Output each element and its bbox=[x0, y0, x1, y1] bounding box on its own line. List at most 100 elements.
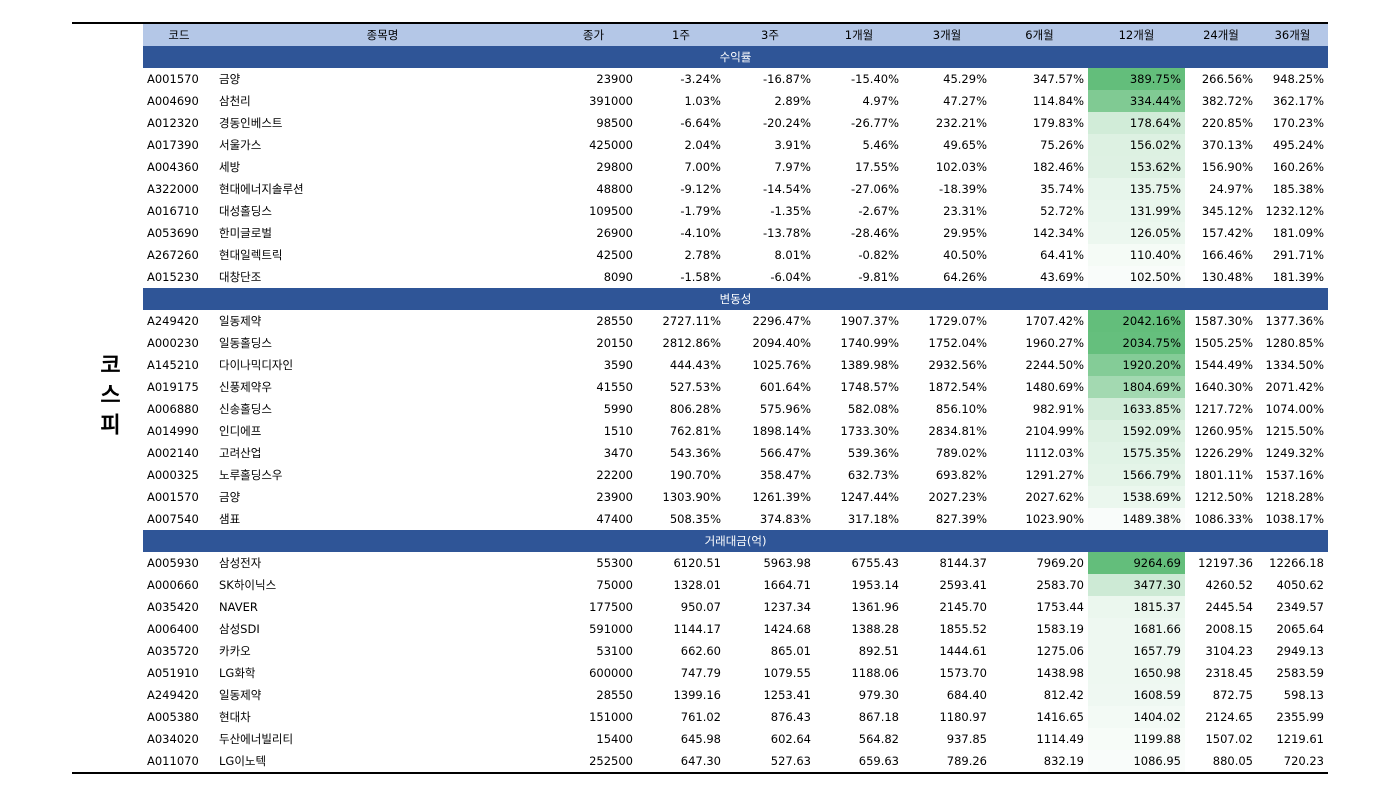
cell: 1218.28% bbox=[1265, 490, 1324, 504]
cell: 35.74% bbox=[1040, 182, 1084, 196]
cell: 2583.59 bbox=[1276, 666, 1324, 680]
cell: 1953.14 bbox=[851, 578, 899, 592]
cell: 2.89% bbox=[774, 94, 811, 108]
cell: 2042.16% bbox=[1088, 310, 1185, 332]
cell: 17.55% bbox=[855, 160, 899, 174]
cell: 160.26% bbox=[1272, 160, 1324, 174]
cell: A000660 bbox=[147, 578, 199, 592]
cell: 4050.62 bbox=[1276, 578, 1324, 592]
data-row: A000230 일동홀딩스 20150 2812.86% 2094.40% 1740.99… bbox=[143, 332, 1328, 354]
cell: A145210 bbox=[147, 358, 199, 372]
cell: -9.12% bbox=[680, 182, 721, 196]
cell: SK하이닉스 bbox=[219, 578, 277, 592]
cell: 2027.62% bbox=[1025, 490, 1084, 504]
cell: 8090 bbox=[603, 270, 633, 284]
cell: 508.35% bbox=[669, 512, 721, 526]
cell: 23900 bbox=[596, 490, 633, 504]
cell: 서울가스 bbox=[219, 138, 262, 152]
cell: 252500 bbox=[589, 754, 633, 768]
cell: 444.43% bbox=[669, 358, 721, 372]
cell: 102.03% bbox=[935, 160, 987, 174]
cell: A002140 bbox=[147, 446, 199, 460]
cell: 543.36% bbox=[669, 446, 721, 460]
cell: 1489.38% bbox=[1088, 508, 1185, 530]
cell: A004360 bbox=[147, 160, 199, 174]
cell: 2027.23% bbox=[928, 490, 987, 504]
section-title: 수익률 bbox=[143, 46, 1328, 68]
cell: 1144.17 bbox=[673, 622, 721, 636]
data-row: A012320 경동인베스트 98500 -6.64% -20.24% -26.77% 23… bbox=[143, 112, 1328, 134]
header-cell: 6개월 bbox=[991, 24, 1088, 46]
data-table: 코드 종목명 종가 1주 3주 1개월 3개월 6개월 12개월 24개월 36개월 수익률 A001… bbox=[143, 24, 1328, 772]
cell: 2445.54 bbox=[1205, 600, 1253, 614]
header-cell: 1주 bbox=[637, 24, 725, 46]
cell: 현대일렉트릭 bbox=[219, 248, 283, 262]
cell: 591000 bbox=[589, 622, 633, 636]
cell: 3.91% bbox=[774, 138, 811, 152]
cell: 1074.00% bbox=[1265, 402, 1324, 416]
cell: -2.67% bbox=[858, 204, 899, 218]
cell: 2244.50% bbox=[1025, 358, 1084, 372]
cell: A249420 bbox=[147, 688, 199, 702]
section-row: 수익률 bbox=[143, 46, 1328, 68]
cell: 1510 bbox=[603, 424, 633, 438]
cell: -26.77% bbox=[851, 116, 899, 130]
cell: 1538.69% bbox=[1088, 486, 1185, 508]
cell: 1733.30% bbox=[840, 424, 899, 438]
cell: A035720 bbox=[147, 644, 199, 658]
cell: 1249.32% bbox=[1265, 446, 1324, 460]
cell: 347.57% bbox=[1032, 72, 1084, 86]
cell: 1416.65 bbox=[1036, 710, 1084, 724]
cell: 1260.95% bbox=[1194, 424, 1253, 438]
cell: A019175 bbox=[147, 380, 199, 394]
cell: 한미글로벌 bbox=[219, 226, 272, 240]
cell: 720.23 bbox=[1283, 754, 1324, 768]
cell: -14.54% bbox=[763, 182, 811, 196]
cell: 1505.25% bbox=[1194, 336, 1253, 350]
cell: 8144.37 bbox=[939, 556, 987, 570]
cell: 747.79 bbox=[680, 666, 721, 680]
cell: 185.38% bbox=[1272, 182, 1324, 196]
cell: -1.79% bbox=[680, 204, 721, 218]
cell: 2.78% bbox=[684, 248, 721, 262]
cell: 190.70% bbox=[669, 468, 721, 482]
cell: 금양 bbox=[219, 490, 241, 504]
cell: 1657.79 bbox=[1088, 640, 1185, 662]
cell: 1729.07% bbox=[928, 314, 987, 328]
cell: 266.56% bbox=[1201, 72, 1253, 86]
cell: 카카오 bbox=[219, 644, 251, 658]
cell: 110.40% bbox=[1088, 244, 1185, 266]
cell: 일동제약 bbox=[219, 688, 262, 702]
cell: 291.71% bbox=[1272, 248, 1324, 262]
data-row: A267260 현대일렉트릭 42500 2.78% 8.01% -0.82% 40.50%… bbox=[143, 244, 1328, 266]
cell: 15400 bbox=[596, 732, 633, 746]
cell: 26900 bbox=[596, 226, 633, 240]
cell: 156.90% bbox=[1201, 160, 1253, 174]
cell: 1855.52 bbox=[939, 622, 987, 636]
cell: A015230 bbox=[147, 270, 199, 284]
cell: 8.01% bbox=[774, 248, 811, 262]
cell: 3104.23 bbox=[1205, 644, 1253, 658]
cell: 232.21% bbox=[935, 116, 987, 130]
cell: 2.04% bbox=[684, 138, 721, 152]
cell: NAVER bbox=[219, 600, 258, 614]
cell: 1025.76% bbox=[752, 358, 811, 372]
data-row: A249420 일동제약 28550 2727.11% 2296.47% 1907.37%… bbox=[143, 310, 1328, 332]
cell: 1583.19 bbox=[1036, 622, 1084, 636]
cell: 812.42 bbox=[1043, 688, 1084, 702]
data-row: A000660 SK하이닉스 75000 1328.01 1664.71 1953.14 2… bbox=[143, 574, 1328, 596]
cell: 937.85 bbox=[946, 732, 987, 746]
cell: 1361.96 bbox=[851, 600, 899, 614]
cell: 982.91% bbox=[1032, 402, 1084, 416]
cell: -1.58% bbox=[680, 270, 721, 284]
cell: 현대에너지솔루션 bbox=[219, 182, 304, 196]
cell: 182.46% bbox=[1032, 160, 1084, 174]
cell: -9.81% bbox=[858, 270, 899, 284]
data-row: A014990 인디에프 1510 762.81% 1898.14% 1733.30% 28… bbox=[143, 420, 1328, 442]
cell: 374.83% bbox=[759, 512, 811, 526]
cell: 41550 bbox=[596, 380, 633, 394]
cell: 40.50% bbox=[943, 248, 987, 262]
cell: 1247.44% bbox=[840, 490, 899, 504]
cell: -6.64% bbox=[680, 116, 721, 130]
cell: 2834.81% bbox=[928, 424, 987, 438]
